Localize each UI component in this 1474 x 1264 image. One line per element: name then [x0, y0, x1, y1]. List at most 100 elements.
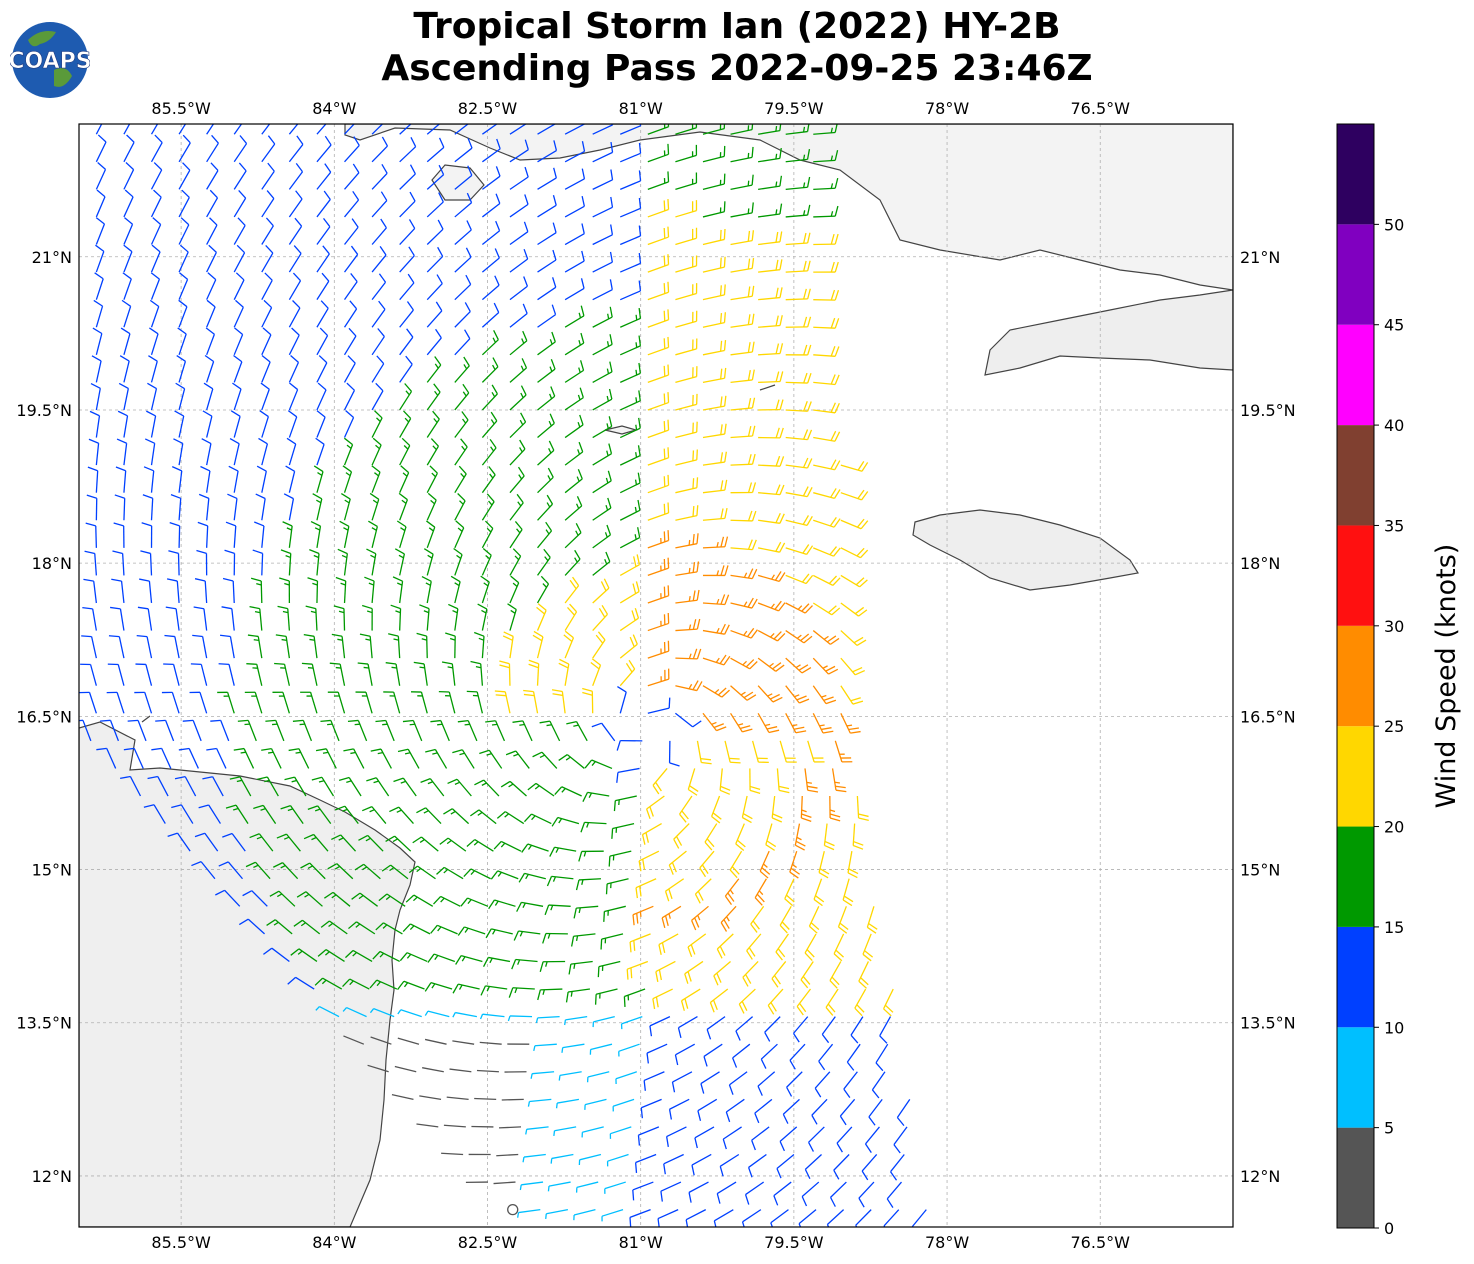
wind-barb [509, 248, 529, 273]
wind-barb [426, 328, 442, 356]
wind-barb [343, 748, 365, 769]
calm-wind-marker [507, 1203, 519, 1216]
wind-barb [811, 1098, 828, 1125]
wind-barb [620, 142, 642, 163]
wind-barb [544, 904, 571, 916]
wind-barb [171, 466, 183, 493]
wind-barb [447, 778, 472, 797]
wind-barb [383, 691, 401, 714]
wind-barb [79, 719, 92, 742]
wind-barb [340, 492, 351, 521]
wind-barb [316, 410, 326, 438]
wind-barb [509, 358, 528, 383]
wind-barb [424, 1010, 450, 1018]
wind-barb [619, 335, 642, 356]
wind-barb [169, 521, 181, 548]
wind-barb [719, 768, 731, 795]
wind-barb [369, 1007, 395, 1018]
wind-barb [466, 690, 484, 714]
wind-barb [812, 685, 837, 705]
wind-barb [730, 685, 757, 701]
wind-barb [474, 631, 485, 659]
wind-barb [288, 300, 301, 328]
lat-tick-label-left: 16.5°N [16, 707, 72, 726]
wind-barb [509, 166, 529, 190]
lat-tick-label-left: 13.5°N [16, 1014, 72, 1033]
wind-barb [474, 1097, 497, 1100]
wind-barb [119, 355, 130, 383]
wind-barb [647, 281, 670, 301]
wind-barb [751, 1126, 770, 1151]
wind-barb [675, 712, 702, 728]
wind-barb [523, 689, 539, 714]
wind-barb [847, 851, 859, 879]
wind-barb [702, 256, 726, 273]
wind-barb [564, 250, 585, 273]
wind-barb [638, 850, 660, 872]
wind-barb [79, 691, 97, 714]
wind-barb [647, 336, 670, 356]
wind-barb [370, 748, 392, 769]
wind-barb [537, 988, 563, 1001]
wind-barb [426, 492, 437, 521]
wind-barb [592, 497, 612, 521]
wind-barb [351, 892, 379, 907]
wind-barb [554, 786, 582, 797]
wind-barb [277, 605, 291, 631]
colorbar-bin [1337, 324, 1374, 426]
wind-barb [619, 527, 641, 549]
wind-barb [813, 233, 839, 246]
wind-barb [747, 1153, 767, 1178]
wind-barb [217, 691, 235, 714]
wind-barb [201, 438, 212, 466]
wind-barb [261, 124, 271, 135]
wind-barb [592, 361, 613, 383]
wind-barb [320, 719, 340, 742]
wind-barb [424, 1038, 447, 1045]
wind-barb [481, 493, 495, 521]
wind-barb [592, 416, 613, 439]
wind-barb [758, 427, 784, 439]
wind-barb [426, 301, 443, 328]
wind-barb [691, 1153, 712, 1176]
wind-barb [623, 988, 646, 1007]
wind-barb [825, 988, 839, 1016]
hispaniola-west [984, 289, 1233, 376]
wind-barb [696, 740, 712, 765]
wind-barb [564, 223, 585, 246]
wind-barb [123, 189, 134, 218]
wind-barb [647, 171, 670, 190]
wind-barb [261, 190, 275, 218]
wind-barb [481, 220, 501, 246]
wind-barb [818, 851, 830, 879]
wind-barb [590, 658, 602, 686]
wind-barb [619, 280, 642, 301]
wind-barb [509, 221, 529, 246]
wind-barb [116, 438, 128, 466]
wind-barb [249, 605, 263, 631]
wind-barb [694, 1126, 715, 1149]
wind-barb [530, 1071, 555, 1079]
wind-barb [703, 1043, 723, 1067]
wind-barb [95, 161, 107, 190]
wind-barb [800, 795, 812, 823]
wind-barb [702, 685, 730, 698]
wind-barb [882, 988, 894, 1017]
wind-barb [232, 382, 242, 411]
wind-barb [758, 287, 783, 301]
wind-barb [479, 1041, 502, 1045]
wind-barb [564, 603, 578, 631]
wind-barb [702, 124, 726, 135]
wind-barb [558, 754, 585, 769]
wind-barb [507, 603, 517, 631]
wind-barb [149, 299, 160, 328]
wind-barb [292, 719, 313, 742]
wind-barb [371, 218, 387, 245]
wind-barb [219, 634, 235, 659]
wind-barb [399, 164, 416, 190]
wind-barb [564, 1015, 588, 1026]
wind-barb [632, 905, 654, 926]
wind-barb [392, 576, 404, 604]
lon-tick-label-top: 82.5°W [458, 99, 518, 118]
